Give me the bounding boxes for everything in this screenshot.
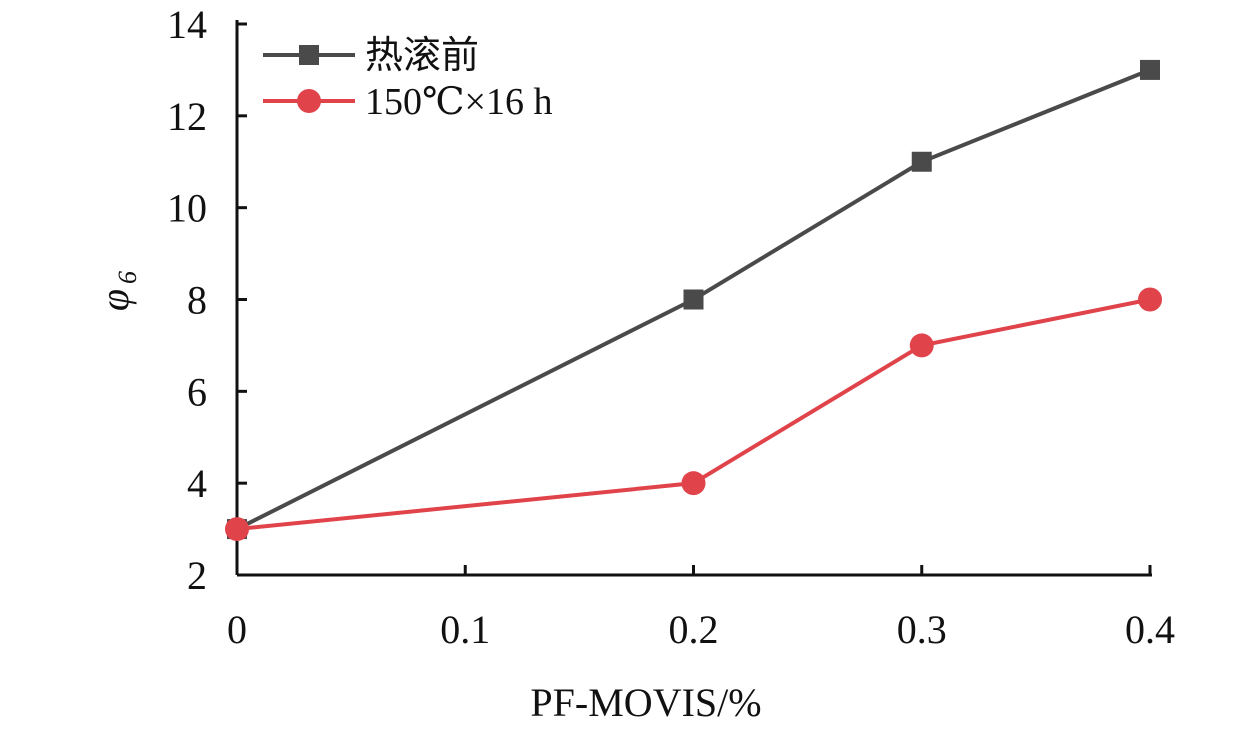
y-tick-label: 2 [187, 553, 207, 598]
x-tick-label: 0.2 [669, 607, 719, 652]
legend-marker-circle [297, 89, 321, 113]
series-group [225, 59, 1162, 542]
y-tick-label: 10 [167, 186, 207, 231]
y-tick-label: 8 [187, 278, 207, 323]
data-point-circle [681, 471, 706, 496]
data-point-square [911, 151, 932, 172]
legend-entry: 150℃×16 h [263, 81, 552, 123]
x-tick-label: 0.1 [440, 607, 490, 652]
y-axis-label-main: φ [92, 289, 137, 311]
legend-marker-square [299, 45, 319, 65]
x-axis-label: PF-MOVIS/% [530, 680, 761, 725]
series-before-hot-rolling [227, 59, 1160, 540]
y-tick-label: 14 [167, 2, 207, 47]
data-point-circle [1138, 287, 1162, 312]
data-point-square [683, 289, 704, 310]
y-tick-label: 4 [187, 461, 207, 506]
series-after-150c-16h [225, 287, 1162, 542]
legend-label: 150℃×16 h [365, 81, 552, 123]
axes: 2 4 6 8 10 12 14 0 0.1 0.2 0.3 0.4 [167, 2, 1175, 652]
x-tick-label: 0 [227, 607, 247, 652]
y-axis-label-sub: 6 [113, 271, 142, 284]
x-tick-label: 0.4 [1125, 607, 1175, 652]
series-line [236, 68, 1151, 531]
data-point-circle [225, 517, 249, 542]
y-tick-label: 6 [187, 369, 207, 414]
y-tick-label: 12 [167, 94, 207, 139]
series-line [236, 297, 1151, 532]
y-axis-label: φ 6 [92, 271, 142, 311]
legend-label: 热滚前 [365, 35, 479, 77]
data-point-square [1140, 59, 1160, 80]
x-tick-label: 0.3 [897, 607, 947, 652]
data-point-circle [909, 333, 934, 358]
legend-entry: 热滚前 [263, 35, 479, 77]
